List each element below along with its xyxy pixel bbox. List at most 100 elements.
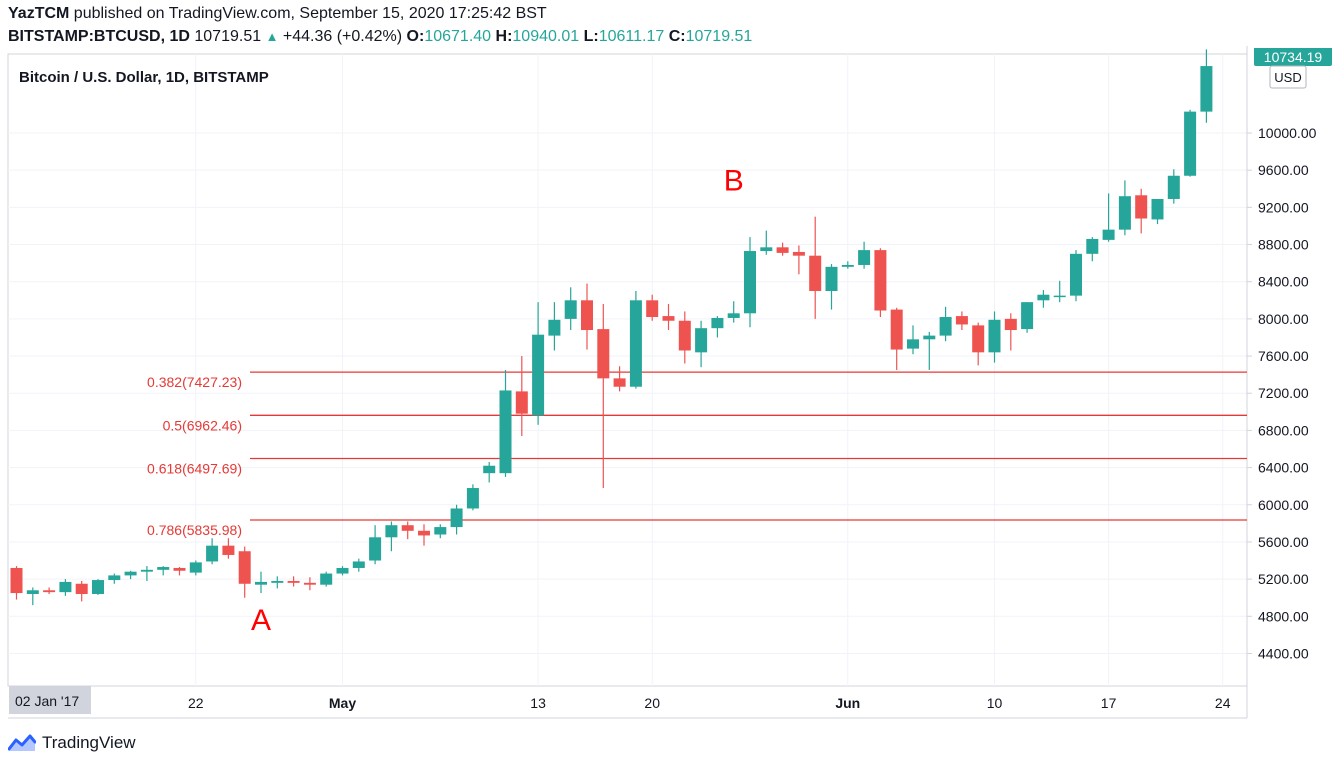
candle-body xyxy=(434,527,447,535)
fib-level-label: 0.786(5835.98) xyxy=(147,522,242,538)
x-tick-label: 10 xyxy=(987,695,1003,711)
candle-body xyxy=(271,580,284,583)
candle-body xyxy=(124,571,137,576)
candle-body xyxy=(988,319,1001,353)
candle-body xyxy=(140,569,153,572)
currency-label: USD xyxy=(1274,70,1301,85)
close-value: 10719.51 xyxy=(685,28,753,45)
x-tick-label: 17 xyxy=(1101,695,1117,711)
candle-body xyxy=(1167,175,1180,199)
y-tick-label: 6800.00 xyxy=(1258,422,1309,438)
y-tick-label: 8800.00 xyxy=(1258,237,1309,253)
candle-body xyxy=(466,488,479,509)
y-tick-label: 7600.00 xyxy=(1258,348,1309,364)
x-tick-label: May xyxy=(329,695,356,711)
candle-body xyxy=(26,590,39,594)
author-name[interactable]: YazTCM xyxy=(8,5,70,22)
y-tick-label: 8000.00 xyxy=(1258,311,1309,327)
x-tick-label: 02 Jan '17 xyxy=(15,693,79,709)
last-price-tag xyxy=(1254,44,1332,66)
candle-body xyxy=(43,590,56,593)
candle-body xyxy=(564,300,577,319)
candle-body xyxy=(972,325,985,353)
x-tick-label: 13 xyxy=(530,695,546,711)
candle-body xyxy=(858,250,871,265)
candle-body xyxy=(255,581,267,585)
candle-body xyxy=(401,525,414,531)
fib-level-label: 0.5(6962.46) xyxy=(163,417,242,433)
candle-body xyxy=(597,329,610,379)
candle-body xyxy=(874,250,887,311)
candle-body xyxy=(678,320,691,351)
candle-body xyxy=(222,545,235,555)
open-label: O: xyxy=(406,28,425,45)
candle-body xyxy=(92,580,104,594)
tradingview-branding[interactable]: TradingView xyxy=(8,733,136,753)
candle-body xyxy=(776,247,789,253)
candle-body xyxy=(59,581,72,593)
candle-body xyxy=(890,309,903,350)
annotation-a: A xyxy=(251,604,271,637)
candle-body xyxy=(1037,294,1050,301)
candle-body xyxy=(809,255,822,291)
last-price-tag-label: 10734.19 xyxy=(1264,49,1323,65)
y-tick-label: 5600.00 xyxy=(1258,534,1309,550)
candle-body xyxy=(1151,198,1164,220)
candle-body xyxy=(369,537,382,561)
candle-body xyxy=(1053,295,1066,298)
candle-body xyxy=(1021,302,1034,330)
candle-body xyxy=(1004,318,1017,331)
currency-box xyxy=(1269,65,1307,89)
fib-level-label: 0.382(7427.23) xyxy=(147,374,242,390)
candle-body xyxy=(548,319,561,336)
y-tick-label: 8400.00 xyxy=(1258,274,1309,290)
candle-body xyxy=(629,300,642,387)
candle-body xyxy=(760,247,773,252)
x-tick-label: 22 xyxy=(188,695,204,711)
last-price: 10719.51 xyxy=(194,28,262,45)
candle-body xyxy=(581,300,593,331)
fib-level-label: 0.618(6497.69) xyxy=(147,461,242,477)
candle-body xyxy=(792,251,805,256)
candle-body xyxy=(157,567,170,570)
y-tick-label: 6000.00 xyxy=(1258,497,1309,513)
publish-info: YazTCM published on TradingView.com, Sep… xyxy=(8,5,547,23)
chart-title: Bitcoin / U.S. Dollar, 1D, BITSTAMP xyxy=(19,69,269,86)
candle-body xyxy=(923,335,936,340)
candle-body xyxy=(1135,195,1148,219)
candle-body xyxy=(352,561,365,568)
candle-body xyxy=(515,391,528,414)
candle-body xyxy=(1184,111,1197,176)
candle-body xyxy=(303,582,316,585)
open-value: 10671.40 xyxy=(424,28,492,45)
candle-body xyxy=(75,583,88,594)
candle-body xyxy=(287,580,300,583)
tradingview-brand: TradingView xyxy=(42,733,136,752)
plot-area xyxy=(7,53,1248,687)
candle-body xyxy=(532,334,545,416)
annotation-b: B xyxy=(724,165,744,198)
candle-body xyxy=(727,313,740,318)
candle-body xyxy=(646,300,659,318)
candle-body xyxy=(1102,229,1115,240)
candle-body xyxy=(320,573,333,585)
candle-body xyxy=(841,264,854,267)
y-tick-label: 10000.00 xyxy=(1258,125,1317,141)
candle-body xyxy=(662,316,675,321)
candle-body xyxy=(189,562,202,573)
y-tick-label: 7200.00 xyxy=(1258,385,1309,401)
candle-body xyxy=(1070,253,1082,296)
candle-body xyxy=(939,317,952,336)
candle-body xyxy=(1118,196,1131,230)
close-label: C: xyxy=(668,28,686,45)
candle-body xyxy=(418,530,430,536)
symbol-label: BITSTAMP:BTCUSD, 1D xyxy=(8,28,190,45)
ohlc-bar: BITSTAMP:BTCUSD, 1D 10719.51 ▲ +44.36 (+… xyxy=(8,28,752,46)
y-tick-label: 5200.00 xyxy=(1258,571,1309,587)
x-tick-label: Jun xyxy=(835,695,860,711)
x-tick-highlight xyxy=(9,686,91,714)
x-tick-label: 20 xyxy=(644,695,660,711)
high-label: H: xyxy=(495,28,513,45)
